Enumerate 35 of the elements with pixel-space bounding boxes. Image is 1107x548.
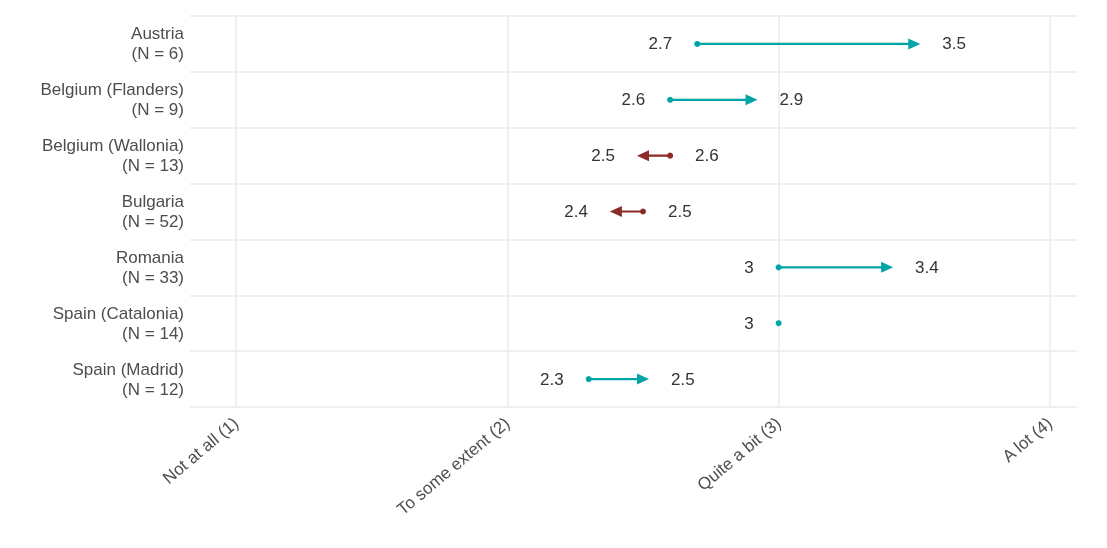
data-label: 2.7	[648, 34, 673, 54]
data-label: 3.5	[942, 34, 966, 54]
data-label: 3.4	[915, 257, 939, 277]
point	[775, 264, 782, 271]
data-label: 2.3	[540, 369, 564, 389]
data-label: 2.6	[621, 90, 646, 110]
y-tick-label: Spain (Madrid) (N = 12)	[72, 359, 184, 399]
data-label: 2.9	[779, 90, 804, 110]
y-tick-label: Bulgaria (N = 52)	[121, 192, 185, 231]
data-label: 2.5	[591, 146, 615, 166]
y-tick-label: Belgium (Wallonia) (N = 13)	[41, 136, 184, 176]
data-label: 3	[744, 313, 754, 333]
y-tick-label: Austria (N = 6)	[131, 24, 185, 64]
y-tick-label: Romania (N = 33)	[115, 247, 185, 287]
point	[636, 373, 649, 385]
point	[694, 40, 701, 47]
point	[609, 206, 622, 217]
point	[640, 208, 646, 215]
point	[585, 376, 592, 383]
data-label: 2.5	[667, 202, 692, 221]
point	[667, 152, 674, 159]
point	[636, 150, 649, 162]
y-tick-label: Belgium (Flanders) (N = 9)	[40, 80, 184, 120]
y-tick-label: Spain (Catalonia) (N = 14)	[52, 303, 184, 343]
point	[775, 320, 782, 327]
point	[908, 38, 921, 50]
data-label: 3	[744, 257, 754, 277]
data-label: 2.4	[564, 202, 588, 221]
x-tick-label: A lot (4)	[998, 413, 1056, 466]
point	[667, 96, 674, 103]
data-label: 2.6	[695, 146, 719, 166]
data-label: 2.5	[670, 369, 695, 389]
x-tick-label: Not at all (1)	[159, 413, 243, 488]
point	[745, 94, 758, 106]
point	[881, 261, 894, 273]
